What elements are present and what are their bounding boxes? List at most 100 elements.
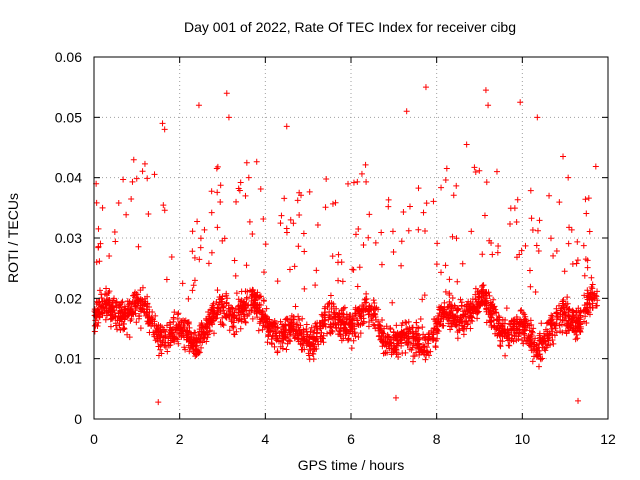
x-tick-label: 6 bbox=[347, 431, 355, 447]
data-point bbox=[139, 168, 146, 175]
data-point bbox=[385, 203, 392, 210]
data-point bbox=[106, 297, 113, 304]
data-point bbox=[423, 348, 430, 355]
data-point bbox=[419, 324, 426, 331]
data-point bbox=[378, 332, 385, 339]
data-point bbox=[146, 319, 153, 326]
data-point bbox=[580, 242, 587, 249]
data-point bbox=[117, 301, 124, 308]
data-point bbox=[356, 311, 363, 318]
data-point bbox=[232, 272, 239, 279]
data-point bbox=[184, 334, 191, 341]
data-point bbox=[211, 307, 218, 314]
data-point bbox=[99, 204, 106, 211]
data-point bbox=[387, 336, 394, 343]
data-point bbox=[521, 322, 528, 329]
data-point bbox=[407, 328, 414, 335]
data-point bbox=[479, 298, 486, 305]
data-point bbox=[502, 316, 509, 323]
data-point bbox=[563, 304, 570, 311]
data-point bbox=[586, 301, 593, 308]
data-point bbox=[592, 163, 599, 170]
data-point bbox=[551, 322, 558, 329]
data-point bbox=[197, 244, 204, 251]
data-point bbox=[479, 289, 486, 296]
data-point bbox=[337, 325, 344, 332]
data-point bbox=[214, 224, 221, 231]
data-point bbox=[93, 199, 100, 206]
data-point bbox=[271, 323, 278, 330]
data-point bbox=[148, 323, 155, 330]
data-point bbox=[260, 269, 267, 276]
data-point bbox=[575, 305, 582, 312]
data-point bbox=[475, 295, 482, 302]
data-point bbox=[542, 347, 549, 354]
data-point bbox=[263, 305, 270, 312]
data-point bbox=[566, 224, 573, 231]
data-point bbox=[253, 158, 260, 165]
data-point bbox=[153, 335, 160, 342]
data-point bbox=[295, 313, 302, 320]
data-point bbox=[223, 90, 230, 97]
data-point bbox=[96, 287, 103, 294]
data-point bbox=[303, 338, 310, 345]
data-point bbox=[106, 253, 113, 260]
data-point bbox=[201, 226, 208, 233]
data-point bbox=[318, 311, 325, 318]
data-point bbox=[507, 221, 514, 228]
data-point bbox=[287, 216, 294, 223]
data-point bbox=[358, 170, 365, 177]
data-point bbox=[495, 320, 502, 327]
chart-title: Day 001 of 2022, Rate Of TEC Index for r… bbox=[184, 19, 516, 35]
data-point bbox=[204, 321, 211, 328]
data-point bbox=[152, 312, 159, 319]
data-point bbox=[535, 363, 542, 370]
data-point bbox=[348, 345, 355, 352]
data-point bbox=[171, 309, 178, 316]
data-point bbox=[205, 315, 212, 322]
data-point bbox=[191, 254, 198, 261]
data-point bbox=[274, 324, 281, 331]
data-point bbox=[370, 312, 377, 319]
data-point bbox=[198, 319, 205, 326]
data-point bbox=[102, 300, 109, 307]
data-point bbox=[402, 319, 409, 326]
data-point bbox=[351, 329, 358, 336]
data-point bbox=[175, 310, 182, 317]
data-point bbox=[164, 348, 171, 355]
data-point bbox=[235, 302, 242, 309]
data-point bbox=[174, 315, 181, 322]
data-point bbox=[125, 306, 132, 313]
data-point bbox=[318, 335, 325, 342]
data-point bbox=[107, 305, 114, 312]
data-point bbox=[533, 242, 540, 249]
data-point bbox=[324, 304, 331, 311]
data-point bbox=[321, 312, 328, 319]
data-point bbox=[223, 290, 230, 297]
data-point bbox=[503, 305, 510, 312]
x-axis-label: GPS time / hours bbox=[298, 457, 405, 473]
data-point bbox=[136, 304, 143, 311]
data-point bbox=[145, 318, 152, 325]
data-point bbox=[216, 299, 223, 306]
data-point bbox=[167, 321, 174, 328]
data-point bbox=[310, 329, 317, 336]
data-point bbox=[435, 328, 442, 335]
data-point bbox=[510, 338, 517, 345]
data-point bbox=[93, 313, 100, 320]
data-point bbox=[160, 327, 167, 334]
data-point bbox=[574, 238, 581, 245]
data-point bbox=[529, 329, 536, 336]
data-point bbox=[333, 305, 340, 312]
data-point bbox=[432, 318, 439, 325]
data-point bbox=[237, 325, 244, 332]
data-point bbox=[222, 313, 229, 320]
data-point bbox=[425, 333, 432, 340]
data-point bbox=[274, 278, 281, 285]
data-point bbox=[549, 313, 556, 320]
data-point bbox=[405, 338, 412, 345]
data-point bbox=[204, 334, 211, 341]
data-point bbox=[574, 335, 581, 342]
data-point bbox=[398, 322, 405, 329]
data-point bbox=[538, 337, 545, 344]
